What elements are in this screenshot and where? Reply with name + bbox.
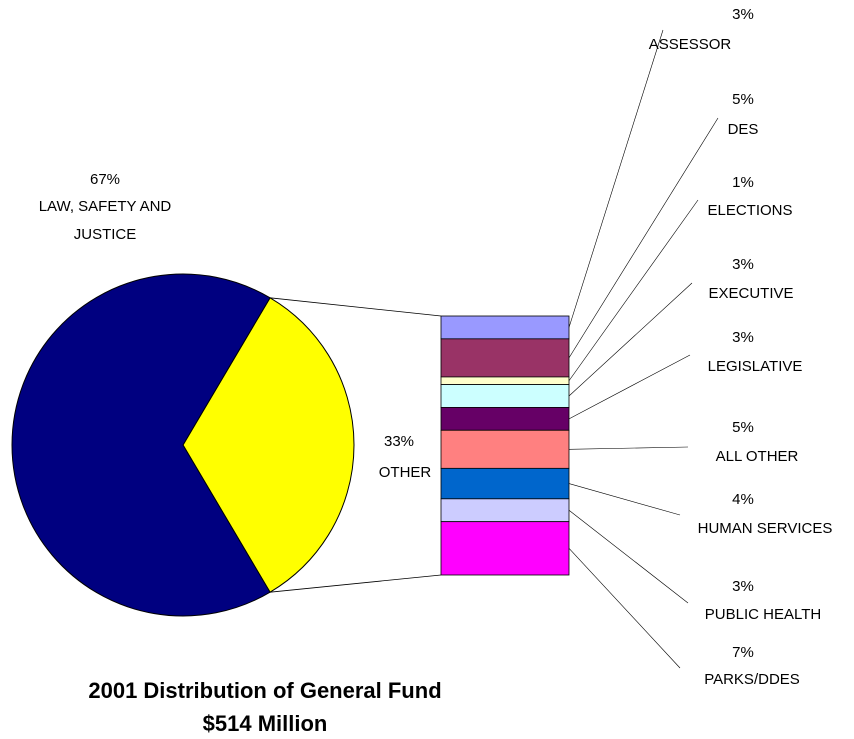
data-label: 3% [732, 578, 754, 595]
category-label: EXECUTIVE [708, 285, 794, 302]
data-label: 3% [732, 329, 754, 346]
category-label: ELECTIONS [707, 202, 793, 219]
category-label: OTHER [378, 464, 432, 481]
category-label: ALL OTHER [715, 448, 799, 465]
pie-slice [182, 297, 355, 593]
category-label: PARKS/DDES [704, 671, 800, 688]
chart-title: 2001 Distribution of General Fund [88, 678, 442, 703]
leader-line [568, 199, 699, 381]
category-label: ASSESSOR [648, 36, 732, 53]
leader-line [568, 446, 689, 450]
bar-segment [440, 384, 570, 408]
bar-segment [440, 376, 570, 385]
data-label: 7% [732, 644, 754, 661]
data-label: 1% [732, 174, 754, 191]
data-label: 5% [732, 91, 754, 108]
bar-segment [440, 521, 570, 576]
bar-segment [440, 429, 570, 469]
leader-line [568, 483, 681, 516]
bar-segment [440, 498, 570, 523]
bar-segment [440, 338, 570, 378]
leader-line [568, 510, 689, 604]
category-label: PUBLIC HEALTH [704, 606, 822, 623]
leader-line [568, 282, 693, 397]
data-label: 67% [89, 171, 121, 188]
leader-line [568, 117, 719, 359]
leader-line [568, 29, 664, 328]
data-label: 33% [383, 433, 415, 450]
connector-line [270, 574, 442, 593]
data-label: 3% [732, 6, 754, 23]
leader-line [568, 548, 681, 669]
category-label: DES [727, 121, 759, 138]
bar-segment [440, 407, 570, 431]
leader-line [568, 354, 691, 420]
category-label: LEGISLATIVE [707, 358, 803, 375]
data-label: 3% [732, 256, 754, 273]
data-label: 4% [732, 491, 754, 508]
connector-line [270, 297, 442, 317]
category-label: LAW, SAFETY AND JUSTICE [38, 198, 172, 243]
chart-subtitle: $514 Million [202, 711, 328, 736]
pie-slice [11, 273, 271, 617]
data-label: 5% [732, 419, 754, 436]
bar-segment [440, 467, 570, 500]
bar-segment [440, 315, 570, 340]
category-label: HUMAN SERVICES [697, 520, 833, 537]
